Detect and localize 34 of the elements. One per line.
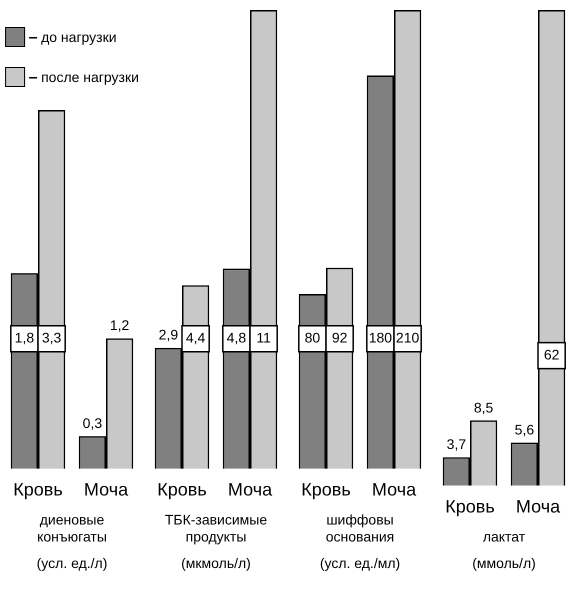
x-tick-label: Моча [84,480,130,500]
data-label: 4,4 [186,330,206,346]
legend-label: до нагрузки [29,29,117,45]
data-label: 8,5 [474,399,494,416]
data-label: 180 [368,330,392,346]
x-tick-label: Кровь [13,480,63,500]
x-tick-label: Моча [372,480,418,500]
data-label: 0,3 [82,415,102,432]
text: (усл. ед./л) [36,555,108,571]
x-axis-title: лактат [482,528,526,544]
data-label: 92 [332,330,348,346]
data-label: 3,3 [42,330,62,346]
data-label: 62 [544,346,560,362]
data-label: 2,9 [158,326,178,343]
data-label: 1,2 [110,317,130,334]
data-label: 11 [256,330,272,346]
x-tick-label: Кровь [445,496,495,516]
data-label: 210 [396,330,420,346]
x-axis-title: диеновые конъюгаты [37,512,107,544]
x-axis-title: ТБК-зависимые продукты [164,512,268,544]
legend-label: после нагрузки [29,69,139,85]
data-label: 1,8 [14,330,34,346]
data-label: 80 [304,330,320,346]
data-label: 5,6 [514,422,534,438]
data-label: 3,7 [446,436,466,452]
x-tick-label: Кровь [157,480,207,500]
text: (мкмоль/л) [180,555,252,571]
x-axis-title: шиффовы основания [326,512,394,544]
text: (усл. ед./мл) [318,555,402,571]
x-tick-label: Кровь [301,480,351,500]
x-tick-label: Моча [516,496,562,516]
x-tick-label: Моча [228,480,274,500]
data-label: 4,8 [226,330,246,346]
text: (ммоль/л) [471,555,537,571]
